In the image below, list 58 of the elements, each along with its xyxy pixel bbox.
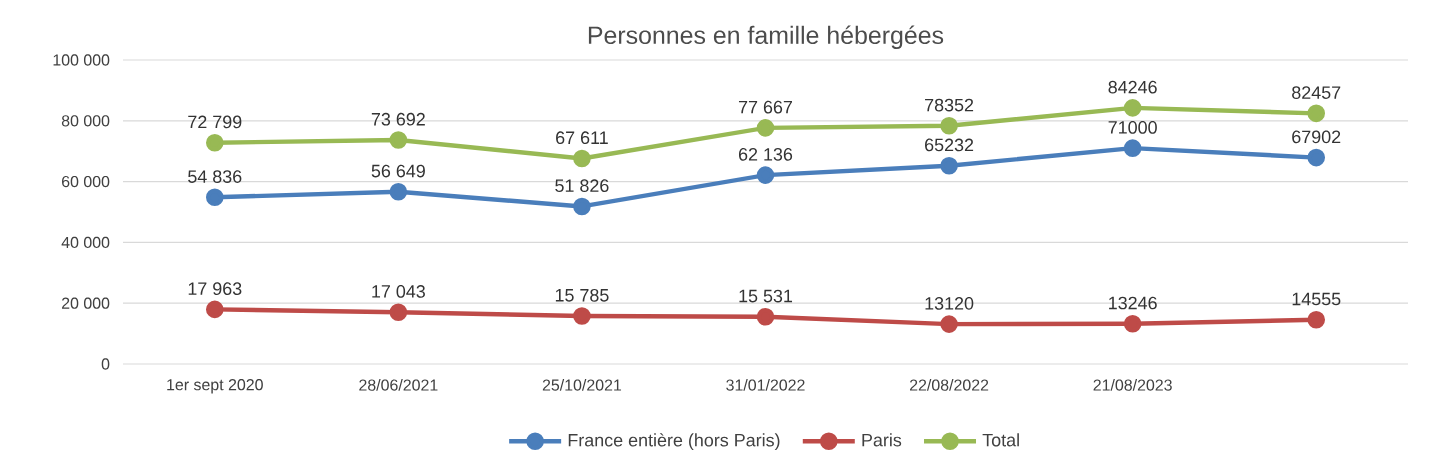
chart-title: Personnes en famille hébergées bbox=[588, 25, 944, 49]
point bbox=[205, 188, 224, 207]
point bbox=[389, 303, 408, 321]
point bbox=[940, 315, 958, 333]
data-label: 84246 bbox=[1108, 80, 1157, 94]
data-label: 67902 bbox=[1292, 130, 1341, 144]
data-label: 14555 bbox=[1292, 292, 1341, 306]
point bbox=[573, 307, 591, 325]
legend-label: Paris bbox=[862, 433, 902, 447]
x-tick-label: 31/01/2022 bbox=[726, 379, 805, 391]
data-label: 65232 bbox=[925, 138, 974, 152]
point bbox=[756, 166, 775, 184]
data-label: 67 611 bbox=[556, 131, 608, 145]
x-tick-label: 21/08/2023 bbox=[1093, 379, 1172, 391]
data-label: 73 692 bbox=[371, 112, 425, 126]
data-label: 15 785 bbox=[555, 288, 609, 302]
data-label: 71000 bbox=[1108, 121, 1157, 134]
point bbox=[1123, 314, 1142, 333]
point bbox=[756, 119, 775, 137]
x-tick-label: 1er sept 2020 bbox=[167, 379, 263, 394]
data-label: 56 649 bbox=[371, 164, 425, 178]
x-tick-label: 28/06/2021 bbox=[359, 379, 438, 391]
point bbox=[1123, 99, 1142, 117]
data-label: 77 667 bbox=[738, 100, 792, 114]
x-tick-label: 25/10/2021 bbox=[542, 379, 622, 391]
point bbox=[756, 307, 775, 326]
data-label: 82457 bbox=[1292, 86, 1341, 99]
data-label: 72 799 bbox=[188, 115, 242, 129]
data-label: 13246 bbox=[1109, 296, 1157, 310]
data-label: 54 836 bbox=[188, 170, 242, 183]
y-tick-label: 20 000 bbox=[62, 297, 110, 309]
point bbox=[205, 133, 224, 152]
point bbox=[940, 156, 958, 175]
y-tick-label: 100 000 bbox=[53, 54, 110, 66]
point bbox=[573, 149, 591, 168]
point bbox=[205, 300, 224, 319]
point bbox=[1307, 104, 1326, 123]
legend-label: France entière (hors Paris) bbox=[568, 433, 780, 451]
data-label: 15 531 bbox=[739, 289, 793, 303]
point bbox=[389, 131, 408, 149]
x-tick-label: 22/08/2022 bbox=[910, 379, 989, 391]
data-label: 17 043 bbox=[372, 285, 425, 298]
point bbox=[1307, 310, 1326, 329]
point bbox=[573, 197, 591, 216]
legend-label: Total bbox=[982, 433, 1019, 447]
y-tick-label: 60 000 bbox=[62, 175, 110, 188]
y-tick-label: 0 bbox=[101, 358, 110, 370]
data-label: 62 136 bbox=[738, 148, 793, 161]
data-label: 13120 bbox=[925, 297, 974, 310]
y-tick-label: 40 000 bbox=[61, 236, 110, 249]
point bbox=[1123, 139, 1142, 157]
point bbox=[940, 117, 958, 135]
data-label: 51 826 bbox=[555, 179, 609, 193]
data-label: 17 963 bbox=[188, 282, 242, 296]
data-label: 78352 bbox=[925, 98, 974, 112]
y-tick-label: 80 000 bbox=[61, 115, 110, 127]
point bbox=[389, 182, 408, 201]
point bbox=[1307, 148, 1326, 167]
